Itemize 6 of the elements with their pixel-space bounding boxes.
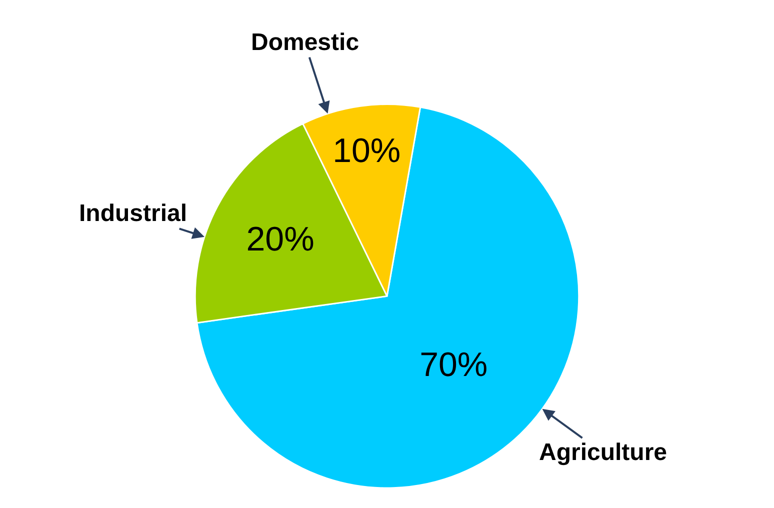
slice-label: Agriculture [539,439,668,466]
data-label: 70% [420,346,488,384]
slice-label: Domestic [251,29,360,56]
data-label: 20% [246,220,314,258]
slice-label: Industrial [79,200,188,227]
data-label: 10% [332,132,401,170]
